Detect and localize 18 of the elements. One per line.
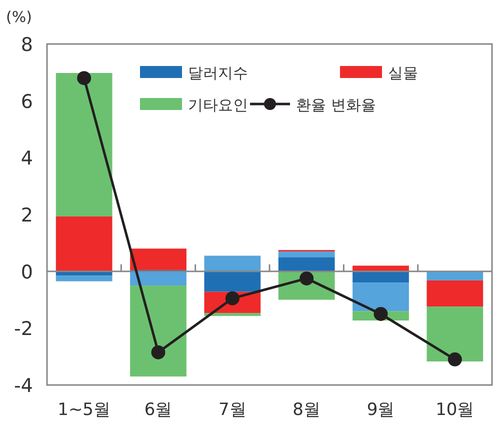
- legend-label: 환율 변화율: [296, 96, 376, 114]
- x-tick-label: 1~5월: [58, 400, 111, 420]
- y-tick-label: -2: [14, 318, 33, 340]
- x-tick-label: 8월: [292, 400, 320, 420]
- legend-label: 기타요인: [188, 96, 248, 114]
- y-tick-label: -4: [14, 375, 33, 397]
- legend-label: 실물: [388, 64, 418, 82]
- legend-label: 달러지수: [188, 64, 248, 82]
- y-tick-label: 2: [20, 204, 33, 226]
- y-axis-title: (%): [6, 8, 32, 26]
- x-tick-label: 7월: [218, 400, 246, 420]
- y-tick-label: 8: [20, 34, 33, 56]
- x-tick-label: 6월: [144, 400, 172, 420]
- y-tick-label: 4: [20, 148, 33, 170]
- x-tick-label: 10월: [436, 400, 474, 420]
- y-tick-label: 6: [20, 90, 33, 113]
- y-tick-label: 0: [20, 261, 33, 284]
- x-tick-label: 9월: [366, 400, 395, 420]
